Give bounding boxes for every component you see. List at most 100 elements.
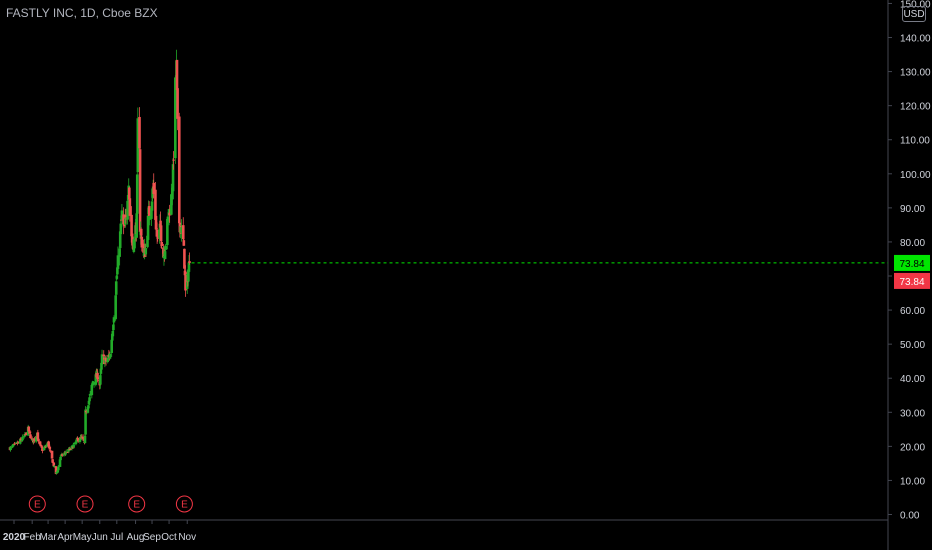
candle-body xyxy=(183,248,186,269)
y-tick-label: 50.00 xyxy=(900,340,925,351)
candle-body xyxy=(135,174,139,214)
candle-body xyxy=(138,116,141,149)
candle-body xyxy=(96,372,99,379)
candle-body xyxy=(62,453,66,456)
candle-down xyxy=(60,453,64,457)
candle-down xyxy=(96,369,99,383)
candle-body xyxy=(187,262,191,272)
candle-up xyxy=(59,456,62,463)
earnings-circle[interactable] xyxy=(128,495,146,513)
earnings-label: E xyxy=(181,500,188,511)
candle-body xyxy=(136,118,140,173)
candle-down xyxy=(182,236,186,247)
candle-body xyxy=(147,206,151,217)
candle-body xyxy=(150,208,153,219)
candle-body xyxy=(37,438,40,442)
candle-up xyxy=(187,254,191,273)
candle-up xyxy=(114,291,117,321)
candle-body xyxy=(12,445,15,447)
candle-body xyxy=(24,434,27,436)
x-tick-label: Jul xyxy=(110,532,123,543)
x-tick-label: May xyxy=(73,532,92,543)
candle-body xyxy=(110,339,113,353)
axis-corner xyxy=(889,520,932,550)
candle-body xyxy=(19,438,23,440)
x-tick-label: Sep xyxy=(143,532,161,543)
candle-body xyxy=(104,357,107,359)
x-tick-label: 2020 xyxy=(3,532,26,543)
candle-up xyxy=(21,434,24,442)
candle-up xyxy=(9,446,12,452)
candle-body xyxy=(84,409,87,435)
candle-up xyxy=(171,158,175,199)
candle-up xyxy=(56,469,60,474)
candle-body xyxy=(51,462,55,464)
candle-body xyxy=(16,442,19,444)
candle-up xyxy=(72,442,76,445)
candle-up xyxy=(75,439,78,445)
y-tick-label: 0.00 xyxy=(900,511,920,522)
earnings-circle[interactable] xyxy=(28,495,46,513)
candle-down xyxy=(76,437,80,443)
candle-body xyxy=(50,450,54,459)
candle-up xyxy=(92,382,96,388)
candle-up xyxy=(88,394,91,406)
candle-up xyxy=(167,208,171,226)
candle-body xyxy=(181,225,185,240)
candle-body xyxy=(48,446,52,450)
candle-down xyxy=(155,219,158,232)
candle-down xyxy=(47,440,50,448)
candle-body xyxy=(92,381,95,383)
candle-body xyxy=(53,466,56,468)
y-tick-label: 150.00 xyxy=(900,0,931,10)
candle-body xyxy=(180,227,183,234)
candle-body xyxy=(159,225,163,242)
candle-body xyxy=(139,228,143,236)
candle-body xyxy=(175,59,179,91)
candle-body xyxy=(166,218,169,246)
candle-up xyxy=(64,449,68,455)
candle-body xyxy=(9,446,12,450)
candle-body xyxy=(64,451,68,453)
candle-down xyxy=(17,441,20,444)
candle-body xyxy=(74,441,78,444)
candle-up xyxy=(124,208,127,228)
candle-down xyxy=(188,252,191,265)
candle-body xyxy=(152,182,156,194)
candle-body xyxy=(122,214,125,225)
candle-body xyxy=(116,255,120,269)
earnings-marker[interactable]: E xyxy=(28,495,46,513)
candle-body xyxy=(87,400,91,405)
earnings-circle[interactable] xyxy=(175,495,193,513)
candle-body xyxy=(104,357,108,362)
candle-body xyxy=(40,446,44,448)
earnings-marker[interactable]: E xyxy=(128,495,146,513)
x-tick-label: Aug xyxy=(127,532,145,543)
candle-down xyxy=(50,450,54,459)
candle-body xyxy=(13,443,16,445)
close-price-tag: 73.84 xyxy=(894,272,930,289)
candle-body xyxy=(146,215,150,240)
candle-up xyxy=(87,405,90,411)
candle-body xyxy=(45,445,48,447)
y-tick-label: 130.00 xyxy=(900,68,931,79)
earnings-circle[interactable] xyxy=(76,495,94,513)
currency-button[interactable]: USD xyxy=(902,6,926,22)
candle-body xyxy=(187,270,190,282)
earnings-label: E xyxy=(34,500,41,511)
candle-body xyxy=(118,248,121,257)
earnings-marker[interactable]: E xyxy=(175,495,193,513)
candle-down xyxy=(156,235,160,242)
candle-body xyxy=(112,324,115,331)
y-tick-label: 10.00 xyxy=(900,476,925,487)
candle-body xyxy=(78,439,82,442)
earnings-marker[interactable]: E xyxy=(76,495,94,513)
candle-down xyxy=(184,265,187,297)
candle-body xyxy=(49,450,52,452)
candle-up xyxy=(136,107,140,173)
candle-down xyxy=(41,446,44,454)
x-tick-label: Mar xyxy=(39,532,57,543)
candle-body xyxy=(156,235,160,239)
candle-body xyxy=(72,444,75,448)
